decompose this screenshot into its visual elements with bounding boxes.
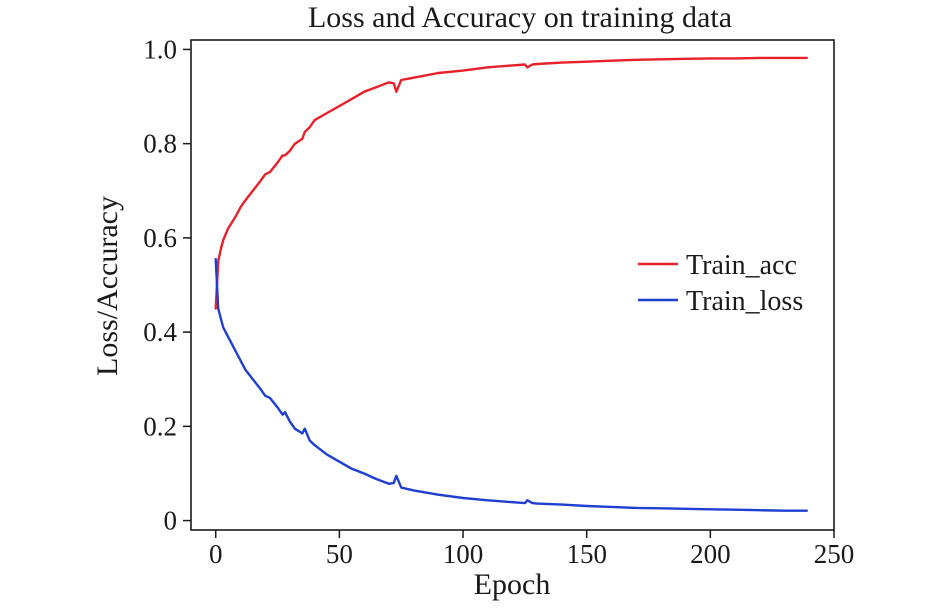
x-axis-label: Epoch [474,568,551,601]
x-tick-label: 0 [209,539,223,569]
y-tick-label: 1.0 [143,34,177,64]
series-layer [214,56,808,512]
y-axis: 0 0.2 0.4 0.6 0.8 1.0 [143,34,191,536]
x-tick-label: 100 [443,539,484,569]
y-tick-label: 0.2 [143,411,177,441]
y-tick-label: 0 [164,506,178,536]
x-tick-label: 250 [814,539,855,569]
y-tick-label: 0.4 [143,317,177,347]
legend-label: Train_loss [686,286,803,317]
series-line-train-loss [214,257,808,512]
y-axis-label: Loss/Accuracy [91,196,124,376]
x-axis: 0 50 100 150 200 250 [209,530,854,569]
plot-frame [190,39,835,531]
y-tick-label: 0.8 [143,129,177,159]
x-tick-label: 150 [566,539,607,569]
x-tick-label: 200 [690,539,731,569]
legend-label: Train_acc [686,250,797,281]
chart-title: Loss and Accuracy on training data [308,1,732,34]
y-tick-label: 0.6 [143,223,177,253]
legend: Train_acc Train_loss [638,250,803,317]
series-line-train-acc [214,56,808,310]
x-tick-label: 50 [326,539,353,569]
